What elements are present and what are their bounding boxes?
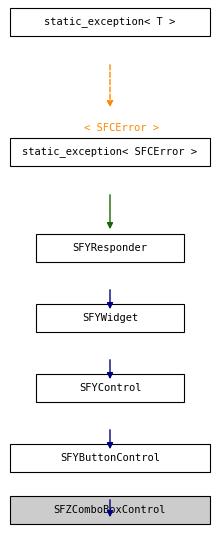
Text: static_exception< T >: static_exception< T >	[44, 17, 176, 27]
Text: SFYWidget: SFYWidget	[82, 313, 138, 323]
Text: < SFCError >: < SFCError >	[84, 123, 160, 133]
FancyBboxPatch shape	[36, 234, 184, 262]
Text: SFYResponder: SFYResponder	[72, 243, 147, 253]
FancyBboxPatch shape	[10, 138, 210, 166]
Text: SFZComboBoxControl: SFZComboBoxControl	[54, 505, 166, 515]
FancyBboxPatch shape	[36, 374, 184, 402]
FancyBboxPatch shape	[10, 496, 210, 524]
FancyBboxPatch shape	[36, 304, 184, 332]
Text: SFYButtonControl: SFYButtonControl	[60, 453, 160, 463]
FancyBboxPatch shape	[10, 8, 210, 36]
FancyBboxPatch shape	[10, 444, 210, 472]
Text: SFYControl: SFYControl	[79, 383, 141, 393]
Text: static_exception< SFCError >: static_exception< SFCError >	[23, 146, 198, 158]
